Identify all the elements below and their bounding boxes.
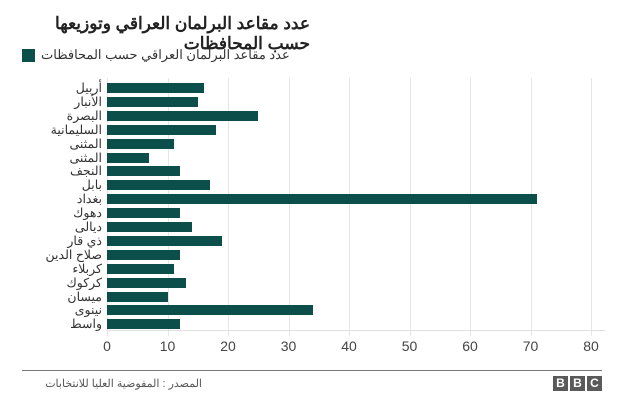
footer-divider: [22, 370, 602, 371]
category-label: كركوك: [66, 275, 102, 290]
category-label: البصرة: [66, 108, 102, 123]
bar: [107, 96, 198, 107]
bar: [107, 222, 192, 232]
x-axis-line: [107, 330, 605, 331]
bar: [107, 83, 204, 93]
category-label: ميسان: [67, 289, 102, 304]
gridline: [228, 78, 229, 336]
bar: [107, 180, 210, 191]
category-label: نينوى: [74, 303, 102, 318]
bbc-logo: B B C: [553, 376, 602, 391]
category-label: دهوك: [73, 206, 102, 221]
category-label: أربيل: [75, 81, 102, 95]
plot-area: [107, 78, 607, 336]
category-label: صلاح الدين: [45, 247, 102, 262]
tick-label: 60: [462, 338, 478, 354]
tick-label: 50: [401, 338, 418, 354]
bar: [107, 124, 216, 135]
tick-label: 30: [280, 338, 297, 354]
bar: [107, 291, 168, 302]
gridline: [470, 78, 471, 336]
source-note: المصدر : المفوضية العليا للانتخابات: [45, 378, 202, 390]
bar: [107, 305, 313, 316]
bar: [107, 152, 150, 163]
legend-swatch: [22, 48, 35, 62]
category-label: المثنى: [69, 150, 102, 165]
bbc-logo-letter: C: [587, 376, 602, 391]
bar: [107, 277, 186, 288]
legend-label: عدد مقاعد البرلمان العراقي حسب المحافظات: [41, 47, 290, 62]
gridline: [107, 78, 108, 336]
tick-label: 80: [583, 338, 599, 354]
bar: [107, 194, 537, 205]
tick-label: 40: [341, 338, 357, 354]
gridline: [409, 78, 411, 336]
bar: [107, 138, 174, 149]
category-label: الأنبار: [74, 94, 102, 109]
bar: [107, 249, 180, 260]
category-label: المثنى: [69, 136, 102, 151]
gridline: [167, 78, 169, 336]
bar: [107, 208, 180, 219]
category-label: بابل: [81, 178, 102, 193]
tick-label: 10: [159, 338, 176, 354]
bar: [107, 263, 174, 274]
category-label: ذي قار: [67, 233, 102, 248]
gridline: [349, 78, 350, 336]
tick-label: 0: [103, 338, 111, 354]
chart-title: عدد مقاعد البرلمان العراقي وتوزيعها حسب …: [55, 14, 310, 53]
gridline: [288, 78, 290, 336]
category-label: كربلاء: [72, 261, 102, 276]
legend: عدد مقاعد البرلمان العراقي حسب المحافظات: [22, 47, 290, 63]
category-label: ديالى: [74, 220, 102, 234]
tick-label: 20: [220, 338, 236, 354]
category-label: واسط: [70, 317, 102, 332]
gridline: [591, 78, 592, 336]
category-label: بغداد: [76, 192, 102, 207]
bbc-logo-letter: B: [570, 376, 585, 391]
gridline: [530, 78, 532, 336]
category-label: النجف: [69, 164, 102, 179]
tick-label: 70: [522, 338, 539, 354]
bar: [107, 235, 222, 246]
bar: [107, 319, 180, 330]
bar: [107, 110, 259, 121]
category-label: السليمانية: [50, 122, 102, 137]
bbc-logo-letter: B: [553, 376, 568, 391]
bar: [107, 166, 180, 177]
